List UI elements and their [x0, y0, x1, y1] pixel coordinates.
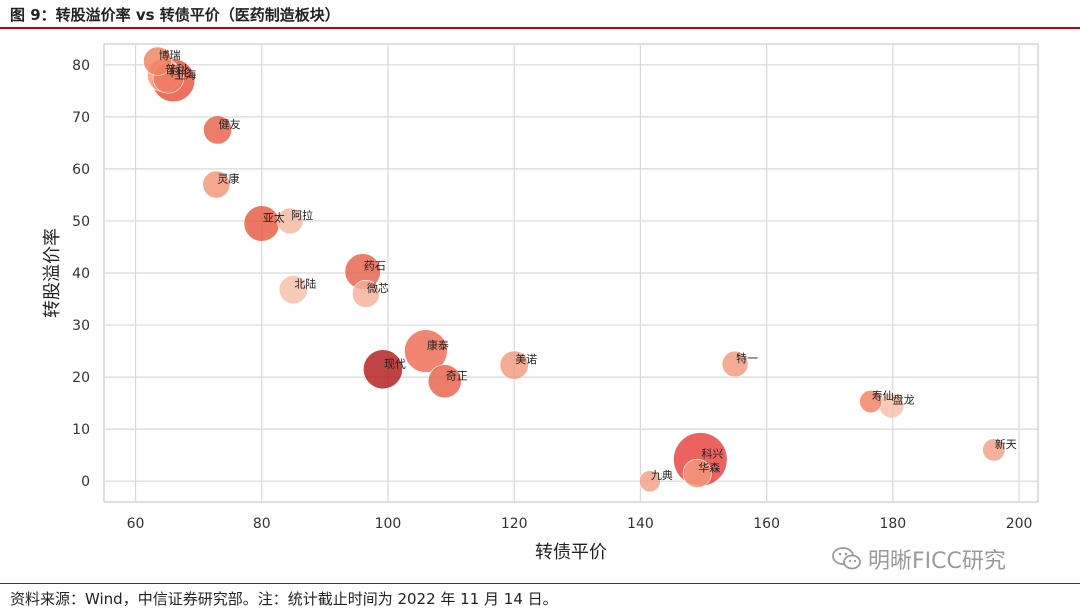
bubble-label: 微芯 — [367, 281, 389, 295]
bubble-point — [721, 350, 749, 378]
bubble-label: 寿仙 — [872, 389, 894, 403]
x-tick-label: 80 — [253, 516, 271, 532]
bubble-point — [278, 275, 308, 305]
bubble-point — [202, 170, 231, 199]
bubble-label: 普利 — [165, 62, 187, 76]
bubble-point — [276, 207, 304, 235]
bubble-label: 九典 — [651, 468, 673, 482]
source-note: 资料来源：Wind，中信证券研究部。注：统计截止时间为 2022 年 11 月 … — [10, 590, 558, 608]
title-divider — [0, 27, 1080, 29]
bubble-label: 科伦 — [169, 65, 191, 79]
x-tick-labels: 60 80 100 120 140 160 180 200 — [127, 516, 1033, 532]
bubble-point — [859, 390, 883, 414]
bubble-label: 特一 — [736, 351, 758, 365]
y-tick-label: 60 — [72, 162, 90, 178]
y-tick-label: 40 — [72, 266, 90, 282]
x-tick-label: 140 — [627, 516, 654, 532]
bubble-point — [203, 115, 233, 145]
bubble-point — [682, 458, 712, 488]
bubble-point — [427, 364, 462, 399]
bubble-label: 新天 — [995, 437, 1017, 451]
bubble-label: 奇正 — [446, 369, 468, 382]
figure-title: 图 9：转股溢价率 vs 转债平价（医药制造板块） — [10, 6, 340, 24]
bubble-label: 盘龙 — [893, 393, 915, 407]
x-tick-label: 100 — [375, 516, 402, 532]
bubble-label: 健友 — [219, 117, 241, 131]
watermark-text: 明晰FICC研究 — [868, 549, 1006, 574]
footer-divider — [0, 583, 1080, 584]
bubble-label: 上海 — [174, 67, 196, 81]
bubble-label: 药石 — [364, 259, 386, 272]
bubble-label: 康泰 — [427, 338, 449, 352]
bubble-label: 现代 — [384, 357, 406, 370]
bubble-label: 美诺 — [515, 353, 537, 366]
x-tick-label: 160 — [753, 516, 780, 532]
bubble-point — [404, 329, 448, 373]
bubble-series — [143, 46, 1006, 493]
watermark: 明晰FICC研究 — [832, 543, 1006, 575]
bubble-point — [363, 349, 403, 390]
x-tick-label: 120 — [501, 516, 528, 532]
bubble-label: 阿拉 — [291, 208, 313, 222]
bubble-label: 北陆 — [294, 277, 316, 291]
x-tick-label: 200 — [1006, 516, 1033, 532]
y-tick-label: 10 — [72, 422, 90, 438]
bubble-point — [143, 46, 173, 76]
y-tick-label: 80 — [72, 58, 90, 74]
bubble-label: 科兴 — [701, 446, 723, 460]
scatter-chart: 60 80 100 120 140 160 180 200 0 10 20 30 40 50 60 70 80… — [42, 43, 1039, 563]
y-tick-label: 50 — [72, 214, 90, 230]
bubble-point — [982, 438, 1006, 462]
bubble-label: 华森 — [698, 460, 720, 474]
x-axis-title: 转债平价 — [535, 542, 607, 563]
bubble-label: 亚太 — [263, 212, 285, 225]
y-tick-label: 20 — [72, 370, 90, 386]
y-tick-label: 30 — [72, 318, 90, 334]
y-tick-labels: 0 10 20 30 40 50 60 70 80 — [72, 58, 90, 490]
bubble-point — [638, 470, 661, 493]
wechat-icon — [832, 547, 861, 570]
bubble-label: 博瑞 — [159, 48, 181, 62]
x-tick-label: 60 — [127, 516, 145, 532]
y-axis-title: 转股溢价率 — [42, 228, 63, 318]
y-tick-label: 70 — [72, 110, 90, 126]
bubble-point — [351, 279, 380, 308]
x-tick-label: 180 — [879, 516, 906, 532]
bubble-label: 灵康 — [217, 172, 239, 186]
y-tick-label: 0 — [81, 474, 90, 490]
bubble-point — [499, 350, 529, 380]
